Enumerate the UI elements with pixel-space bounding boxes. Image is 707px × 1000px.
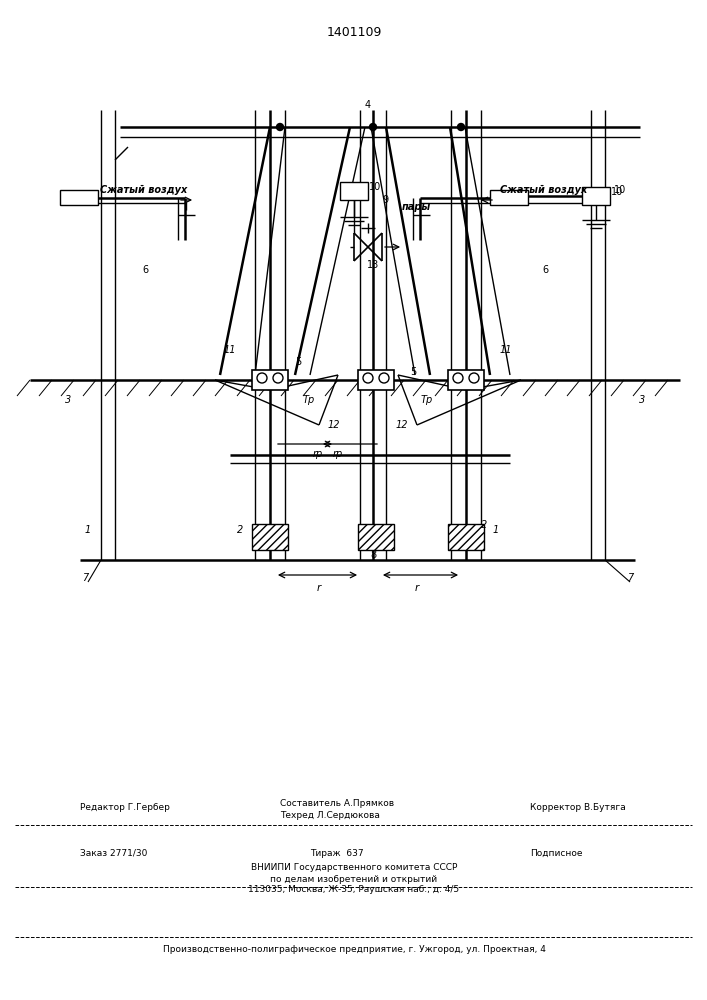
Circle shape	[457, 123, 464, 130]
Text: Тр: Тр	[421, 395, 433, 405]
Text: rр: rр	[333, 449, 343, 459]
Text: 4: 4	[365, 100, 371, 110]
Text: r: r	[317, 583, 321, 593]
Bar	[340, 182, 368, 200]
Text: Корректор В.Бутяга: Корректор В.Бутяга	[530, 804, 626, 812]
Text: 3: 3	[639, 395, 645, 405]
Text: 10: 10	[611, 187, 623, 197]
Circle shape	[370, 123, 377, 130]
Bar	[358, 524, 394, 550]
Text: Заказ 2771/30: Заказ 2771/30	[80, 848, 147, 857]
Text: 1: 1	[85, 525, 91, 535]
Text: 10: 10	[369, 182, 381, 192]
Text: Техред Л.Сердюкова: Техред Л.Сердюкова	[280, 810, 380, 820]
Bar	[252, 370, 288, 390]
Bar	[448, 524, 484, 550]
Text: Подписное: Подписное	[530, 848, 583, 857]
Text: 113035, Москва, Ж-35, Раушская наб., д. 4/5: 113035, Москва, Ж-35, Раушская наб., д. …	[248, 886, 460, 894]
Text: 12: 12	[396, 420, 408, 430]
Text: 2: 2	[237, 525, 243, 535]
Text: 9: 9	[382, 195, 388, 205]
Text: r: r	[415, 583, 419, 593]
Bar	[490, 190, 528, 205]
Bar	[358, 370, 394, 390]
Text: 6: 6	[142, 265, 148, 275]
Text: Сжатый воздух: Сжатый воздух	[100, 185, 187, 195]
Text: 11: 11	[500, 345, 513, 355]
Text: 1: 1	[493, 525, 499, 535]
Bar	[60, 190, 98, 205]
Text: Производственно-полиграфическое предприятие, г. Ужгород, ул. Проектная, 4: Производственно-полиграфическое предприя…	[163, 946, 545, 954]
Text: 7: 7	[627, 573, 633, 583]
Bar	[448, 370, 484, 390]
Text: Сжатый воздух: Сжатый воздух	[500, 185, 588, 195]
Bar	[252, 524, 288, 550]
Text: 6: 6	[542, 265, 548, 275]
Text: Составитель А.Прямков: Составитель А.Прямков	[280, 798, 394, 808]
Text: по делам изобретений и открытий: по делам изобретений и открытий	[271, 874, 438, 884]
Text: 11: 11	[223, 345, 236, 355]
Text: rр: rр	[313, 449, 323, 459]
Text: Тираж  637: Тираж 637	[310, 848, 363, 857]
Text: 8: 8	[370, 550, 376, 560]
Bar	[582, 187, 610, 205]
Text: 1401109: 1401109	[327, 25, 382, 38]
Text: пары: пары	[402, 202, 431, 212]
Text: 12: 12	[328, 420, 340, 430]
Text: ВНИИПИ Государственного комитета СССР: ВНИИПИ Государственного комитета СССР	[251, 863, 457, 872]
Text: Редактор Г.Гербер: Редактор Г.Гербер	[80, 804, 170, 812]
Text: 13: 13	[367, 260, 379, 270]
Circle shape	[276, 123, 284, 130]
Text: 5: 5	[410, 367, 416, 377]
Text: 2: 2	[481, 520, 487, 530]
Text: 10: 10	[614, 185, 626, 195]
Text: 7: 7	[82, 573, 88, 583]
Text: Тр: Тр	[303, 395, 315, 405]
Text: 5: 5	[295, 357, 301, 367]
Text: 3: 3	[65, 395, 71, 405]
